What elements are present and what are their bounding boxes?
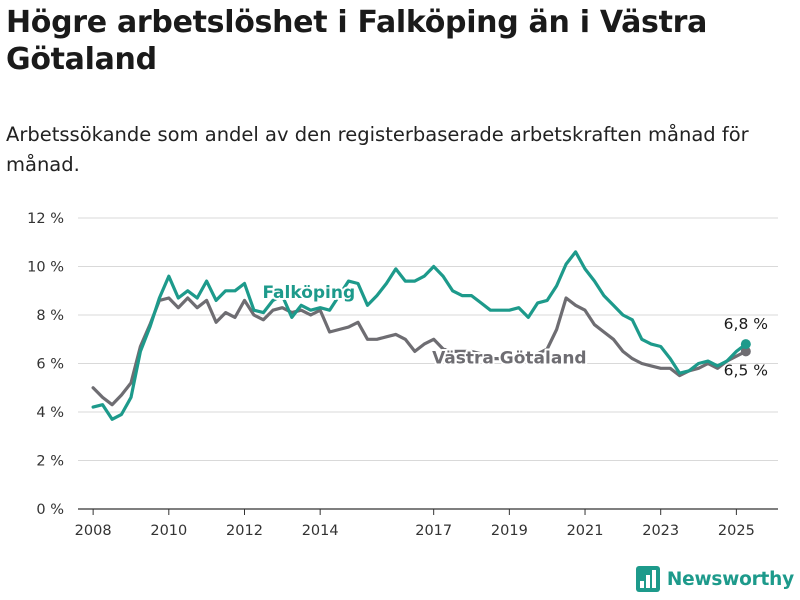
series-labels: Falköping Västra Götaland 6,8 % 6,5 % (260, 281, 768, 379)
end-value-label: 6,5 % (724, 361, 768, 379)
chart-title: Högre arbetslöshet i Falköping än i Väst… (6, 5, 708, 77)
series-endpoint-falköping (740, 339, 751, 350)
line-chart: 0 % 2 % 4 % 6 % 8 % 10 % 12 % 2008 2010 2012 2014… (27, 211, 778, 539)
x-tick-label: 2019 (491, 523, 528, 539)
y-tick-label: 0 % (36, 502, 64, 518)
x-tick-label: 2014 (302, 523, 339, 539)
y-axis: 0 % 2 % 4 % 6 % 8 % 10 % 12 % (27, 211, 64, 518)
newsworthy-logo: Newsworthy (635, 566, 794, 592)
x-tick-label: 2023 (642, 523, 679, 539)
series-line-västra-götaland (91, 296, 748, 407)
x-tick-label: 2025 (718, 523, 755, 539)
chart-subtitle: Arbetssökande som andel av den registerb… (6, 123, 749, 176)
series-label-västra-götaland: Västra Götaland (432, 349, 587, 369)
y-tick-label: 2 % (36, 454, 64, 470)
y-tick-label: 4 % (36, 405, 64, 421)
series-line-falköping (91, 250, 748, 421)
x-axis: 2008 2010 2012 2014 2017 2019 2021 2023 2025 (75, 509, 755, 539)
y-tick-label: 10 % (27, 260, 64, 276)
y-tick-label: 8 % (36, 308, 64, 324)
x-tick-label: 2008 (75, 523, 112, 539)
gridlines (78, 217, 778, 510)
series-endpoint-västra-götaland (740, 346, 751, 357)
x-tick-label: 2012 (226, 523, 263, 539)
end-value-label: 6,8 % (724, 315, 768, 333)
x-tick-label: 2017 (415, 523, 452, 539)
brand-name: Newsworthy (666, 568, 794, 590)
y-tick-label: 6 % (36, 357, 64, 373)
y-tick-label: 12 % (27, 211, 64, 227)
series-lines (91, 250, 751, 421)
x-tick-label: 2010 (150, 523, 187, 539)
series-label-falköping: Falköping (262, 283, 355, 303)
bar-chart-logo-icon (635, 566, 660, 592)
x-tick-label: 2021 (567, 523, 604, 539)
